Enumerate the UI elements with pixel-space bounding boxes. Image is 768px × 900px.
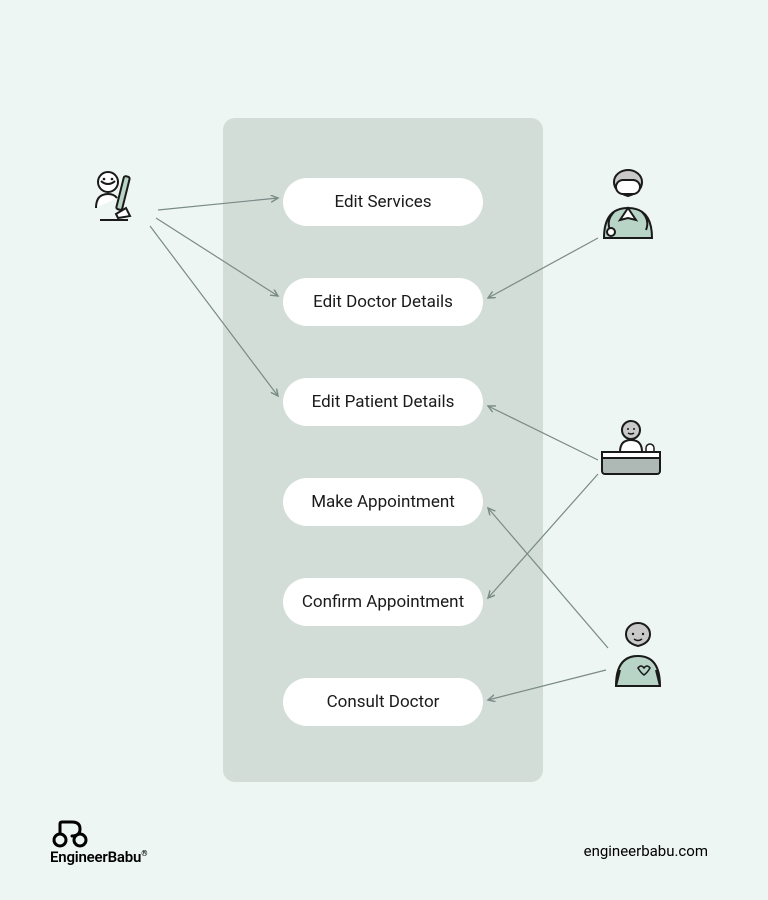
use-case-confirm-appt: Confirm Appointment xyxy=(283,578,483,626)
use-case-consult-doctor: Consult Doctor xyxy=(283,678,483,726)
actor-receptionist xyxy=(596,418,666,482)
brand-logo-icon xyxy=(50,820,90,848)
website-url: engineerbabu.com xyxy=(584,842,708,860)
use-case-edit-doctor: Edit Doctor Details xyxy=(283,278,483,326)
actor-patient xyxy=(608,620,668,692)
use-case-edit-services: Edit Services xyxy=(283,178,483,226)
use-case-make-appt: Make Appointment xyxy=(283,478,483,526)
brand-logo-block: EngineerBabu® xyxy=(50,820,147,866)
actor-doctor xyxy=(596,168,660,244)
use-case-edit-patient: Edit Patient Details xyxy=(283,378,483,426)
brand-name: EngineerBabu® xyxy=(50,848,147,866)
actor-admin xyxy=(86,168,150,232)
